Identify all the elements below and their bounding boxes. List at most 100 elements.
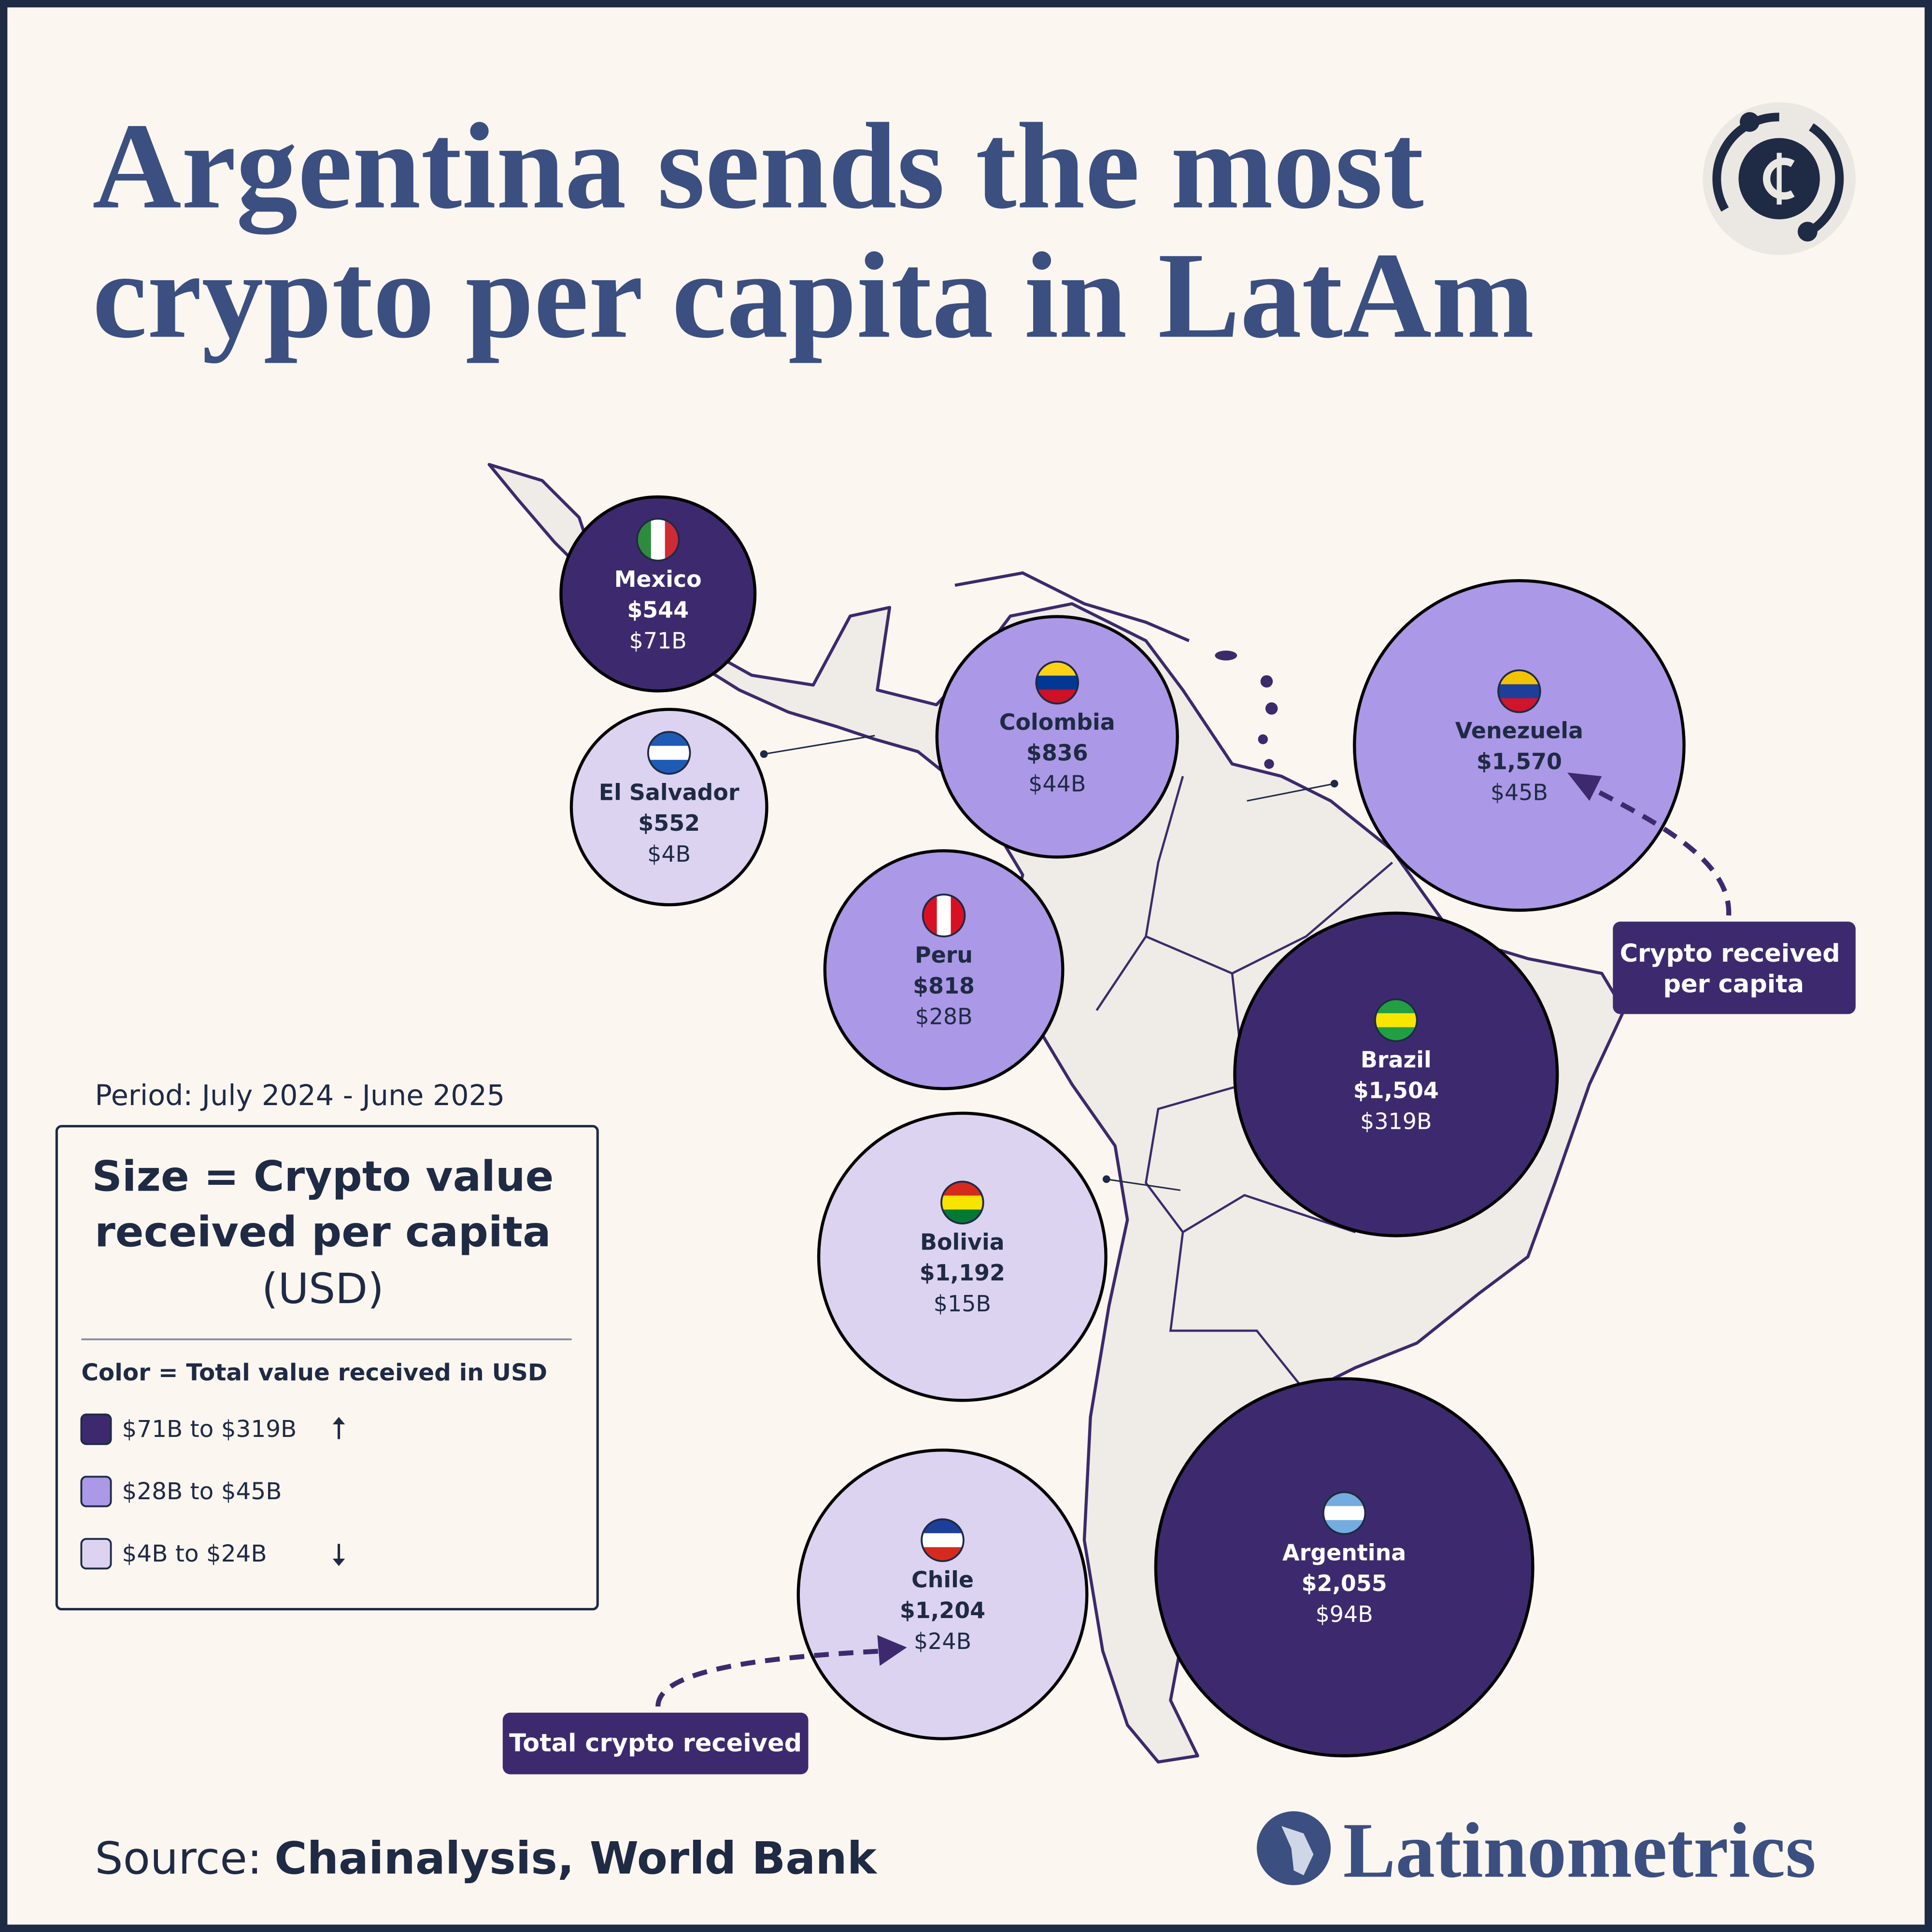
legend-swatch	[80, 1538, 112, 1570]
flag-stripe	[937, 895, 952, 937]
legend-swatch	[80, 1413, 112, 1445]
flag-border	[940, 1180, 984, 1225]
leader-lines	[760, 735, 1338, 1191]
total-label: $44B	[1028, 770, 1086, 796]
country-name: Venezuela	[1455, 718, 1583, 744]
total-label: $24B	[914, 1628, 971, 1654]
country-name: Bolivia	[920, 1229, 1005, 1255]
country-name: Argentina	[1282, 1539, 1406, 1565]
flag-stripe	[922, 1533, 964, 1548]
country-name: Brazil	[1361, 1047, 1432, 1073]
country-name: Chile	[911, 1566, 974, 1592]
arrow-head	[332, 1417, 345, 1424]
flag-border	[647, 731, 691, 775]
country-name: El Salvador	[599, 779, 739, 805]
color-legend: $71B to $319B $28B to $45B $4B to $24B	[80, 1413, 345, 1570]
callout-text: per capita	[1663, 970, 1804, 999]
flag-border	[921, 1518, 965, 1563]
brand-logo	[1257, 1811, 1331, 1886]
callout-arrow	[655, 1648, 881, 1707]
value-label: $544	[627, 597, 689, 623]
map	[954, 571, 1190, 642]
title: Argentina sends the most	[92, 98, 1423, 234]
total-label: $15B	[934, 1291, 991, 1317]
legend-title: received per capita	[95, 1208, 551, 1257]
total-label: $94B	[1316, 1601, 1373, 1627]
flag-border	[1322, 1491, 1366, 1535]
flag-stripe	[651, 518, 666, 561]
flag	[1374, 998, 1418, 1042]
islands	[1215, 650, 1278, 769]
callout-text: Crypto received	[1620, 939, 1840, 968]
legend-arrow	[332, 1417, 345, 1439]
total-label: $4B	[647, 841, 691, 867]
color-legend-title: Color = Total value received in USD	[81, 1359, 547, 1386]
total-label: $319B	[1360, 1108, 1432, 1134]
flag	[647, 731, 691, 775]
period: Period: July 2024 - June 2025	[95, 1079, 505, 1112]
title: crypto per capita in LatAm	[92, 227, 1534, 364]
callout-box	[1613, 922, 1856, 1014]
flag-border	[1035, 660, 1080, 705]
callout-box	[502, 1712, 809, 1775]
callout-text: Total crypto received	[509, 1729, 802, 1758]
bubble	[935, 615, 1179, 859]
bubble	[569, 708, 768, 907]
callout-arrowhead	[1567, 772, 1602, 801]
legend-label: $28B to $45B	[122, 1478, 282, 1505]
country-name: Mexico	[614, 566, 702, 592]
flag	[940, 1180, 984, 1225]
legend-arrow	[332, 1544, 345, 1566]
crypto-logo	[1703, 102, 1856, 256]
source: Source: Chainalysis, World Bank	[95, 1832, 877, 1884]
bubble	[796, 1449, 1089, 1740]
value-label: $818	[913, 973, 975, 999]
brand: Latinometrics	[1343, 1807, 1816, 1894]
bubbles: Mexico $544 $71B El Salvador $552 $4B Colombia…	[559, 495, 1686, 1758]
flag	[922, 894, 966, 938]
value-label: $552	[638, 810, 700, 836]
legend-label: $71B to $319B	[122, 1416, 297, 1443]
value-label: $1,204	[900, 1597, 985, 1623]
legend-label: $4B to $24B	[122, 1540, 267, 1567]
legend-box	[55, 1125, 599, 1611]
value-label: $1,504	[1353, 1078, 1439, 1104]
country-name: Colombia	[999, 709, 1115, 735]
flag	[636, 518, 680, 562]
legend-swatch	[80, 1476, 112, 1507]
value-label: $2,055	[1302, 1570, 1387, 1596]
legend-title: (USD)	[262, 1264, 384, 1313]
value-label: $1,570	[1477, 749, 1562, 775]
flag-border	[1374, 998, 1418, 1042]
flag-stripe	[1036, 675, 1079, 690]
value-label: $836	[1026, 740, 1088, 766]
flag-stripe	[648, 746, 690, 761]
arrow-head	[332, 1559, 345, 1566]
country-name: Peru	[915, 942, 973, 968]
bubble	[559, 495, 757, 693]
legend-title: Size = Crypto value	[92, 1152, 554, 1201]
source-label: Source:	[95, 1832, 262, 1884]
flag	[1035, 660, 1080, 705]
flag-stripe	[1498, 684, 1540, 699]
flag-stripe	[941, 1195, 983, 1210]
total-label: $71B	[629, 628, 687, 654]
bubble	[1353, 579, 1686, 912]
flag	[921, 1518, 965, 1563]
bubble	[1154, 1377, 1534, 1758]
flag	[1322, 1491, 1366, 1535]
total-label: $28B	[915, 1004, 973, 1030]
map-borders	[1095, 776, 1393, 1393]
flag-stripe	[1323, 1506, 1365, 1521]
bubble	[1233, 911, 1559, 1237]
flag-stripe	[1375, 1013, 1417, 1028]
flag-border	[636, 518, 680, 562]
source-value: Chainalysis, World Bank	[274, 1832, 877, 1884]
flag-border	[922, 894, 966, 938]
flag	[1497, 669, 1541, 713]
callout-arrowhead	[877, 1635, 907, 1666]
value-label: $1,192	[920, 1260, 1005, 1286]
flag-border	[1497, 669, 1541, 713]
bubble	[823, 849, 1065, 1091]
